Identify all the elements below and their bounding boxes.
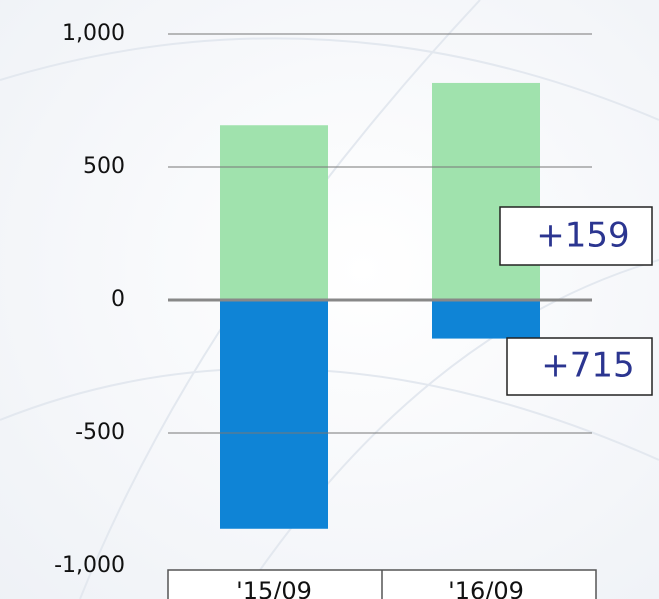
- x-tick-label: '16/09: [448, 577, 524, 599]
- bar: [432, 300, 540, 339]
- annotation-box: [506, 337, 653, 396]
- y-tick-label: 1,000: [62, 21, 125, 46]
- bar: [220, 125, 328, 300]
- y-tick-label: -500: [75, 420, 125, 445]
- x-tick-label: '15/09: [236, 577, 312, 599]
- y-tick-label: -1,000: [54, 553, 125, 578]
- y-tick-label: 500: [83, 154, 125, 179]
- y-tick-label: 0: [111, 287, 125, 312]
- annotation: +159: [536, 216, 629, 256]
- bar: [220, 300, 328, 529]
- annotation-box: [499, 206, 653, 266]
- annotation: +715: [541, 346, 634, 386]
- bar: [432, 82, 540, 300]
